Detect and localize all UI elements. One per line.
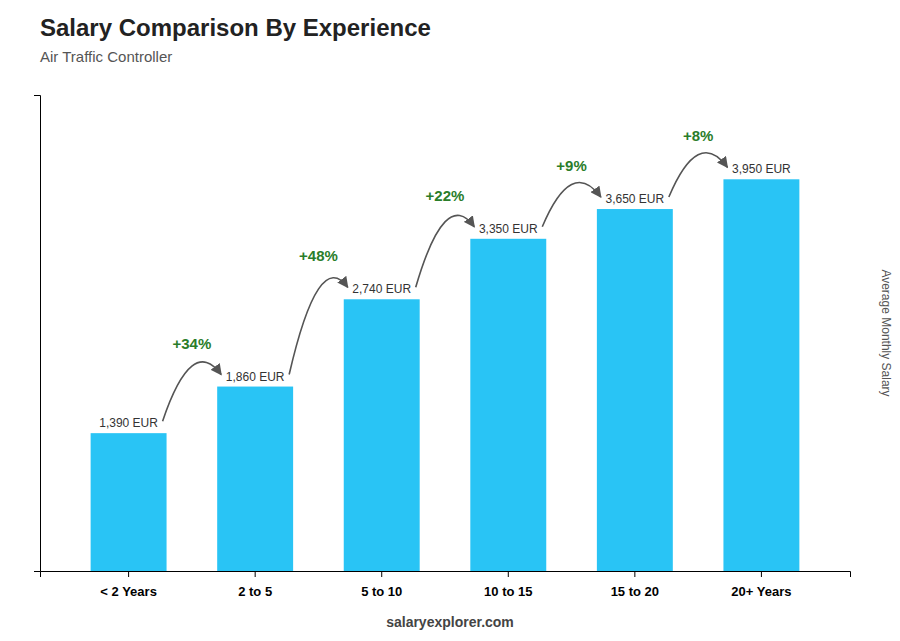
change-arrow (542, 182, 601, 226)
bar (91, 433, 167, 571)
x-tick-mark (128, 571, 129, 577)
x-tick-mark (634, 571, 635, 577)
changes: +34% +48% +22% +9% +8% (163, 127, 728, 421)
y-axis (34, 96, 41, 572)
chart: Salary Comparison By Experience Air Traff… (0, 0, 900, 641)
value-label: 2,740 EUR (352, 282, 411, 296)
bar (597, 209, 673, 571)
change-label: +48% (299, 247, 338, 264)
x-tick: 20+ Years (731, 571, 791, 599)
change-label: +22% (426, 187, 465, 204)
change-arrow (416, 215, 475, 287)
bar (344, 299, 420, 571)
y-label: Average Monthly Salary (879, 269, 893, 396)
bar (217, 387, 293, 571)
x-tick: 5 to 10 (361, 571, 402, 599)
x-tick-mark (508, 571, 509, 577)
x-axis: < 2 Years 2 to 5 5 to 10 10 to 15 15 to 20 20… (41, 571, 851, 599)
x-axis-line (41, 572, 851, 578)
title: Salary Comparison By Experience (40, 14, 431, 41)
x-tick-mark (255, 571, 256, 577)
bar (723, 179, 799, 571)
bar (470, 239, 546, 571)
change-label: +8% (683, 127, 713, 144)
change-label: +34% (172, 335, 211, 352)
value-label: 3,350 EUR (479, 222, 538, 236)
footer: salaryexplorer.com (386, 614, 514, 630)
change-label: +9% (556, 157, 586, 174)
bars (91, 179, 800, 571)
value-label: 1,860 EUR (226, 370, 285, 384)
value-label: 3,650 EUR (605, 192, 664, 206)
x-tick: < 2 Years (100, 571, 157, 599)
change-arrow (289, 278, 348, 375)
x-tick-label: 10 to 15 (484, 584, 532, 599)
change-arrow (669, 153, 728, 197)
plot: < 2 Years 2 to 5 5 to 10 10 to 15 15 to 20 20… (34, 96, 851, 599)
x-tick-label: < 2 Years (100, 584, 157, 599)
x-tick-mark (381, 571, 382, 577)
x-tick-label: 20+ Years (731, 584, 791, 599)
x-tick-label: 2 to 5 (238, 584, 272, 599)
value-label: 1,390 EUR (99, 416, 158, 430)
x-tick-mark (761, 571, 762, 577)
value-label: 3,950 EUR (732, 162, 791, 176)
x-tick: 2 to 5 (238, 571, 272, 599)
x-tick-label: 15 to 20 (611, 584, 659, 599)
change-arrow (163, 362, 222, 421)
x-tick: 10 to 15 (484, 571, 532, 599)
x-tick: 15 to 20 (611, 571, 659, 599)
value-labels: 1,390 EUR 1,860 EUR 2,740 EUR 3,350 EUR 3,65… (99, 162, 791, 430)
y-axis-line (34, 96, 41, 572)
subtitle: Air Traffic Controller (40, 48, 172, 65)
x-tick-label: 5 to 10 (361, 584, 402, 599)
